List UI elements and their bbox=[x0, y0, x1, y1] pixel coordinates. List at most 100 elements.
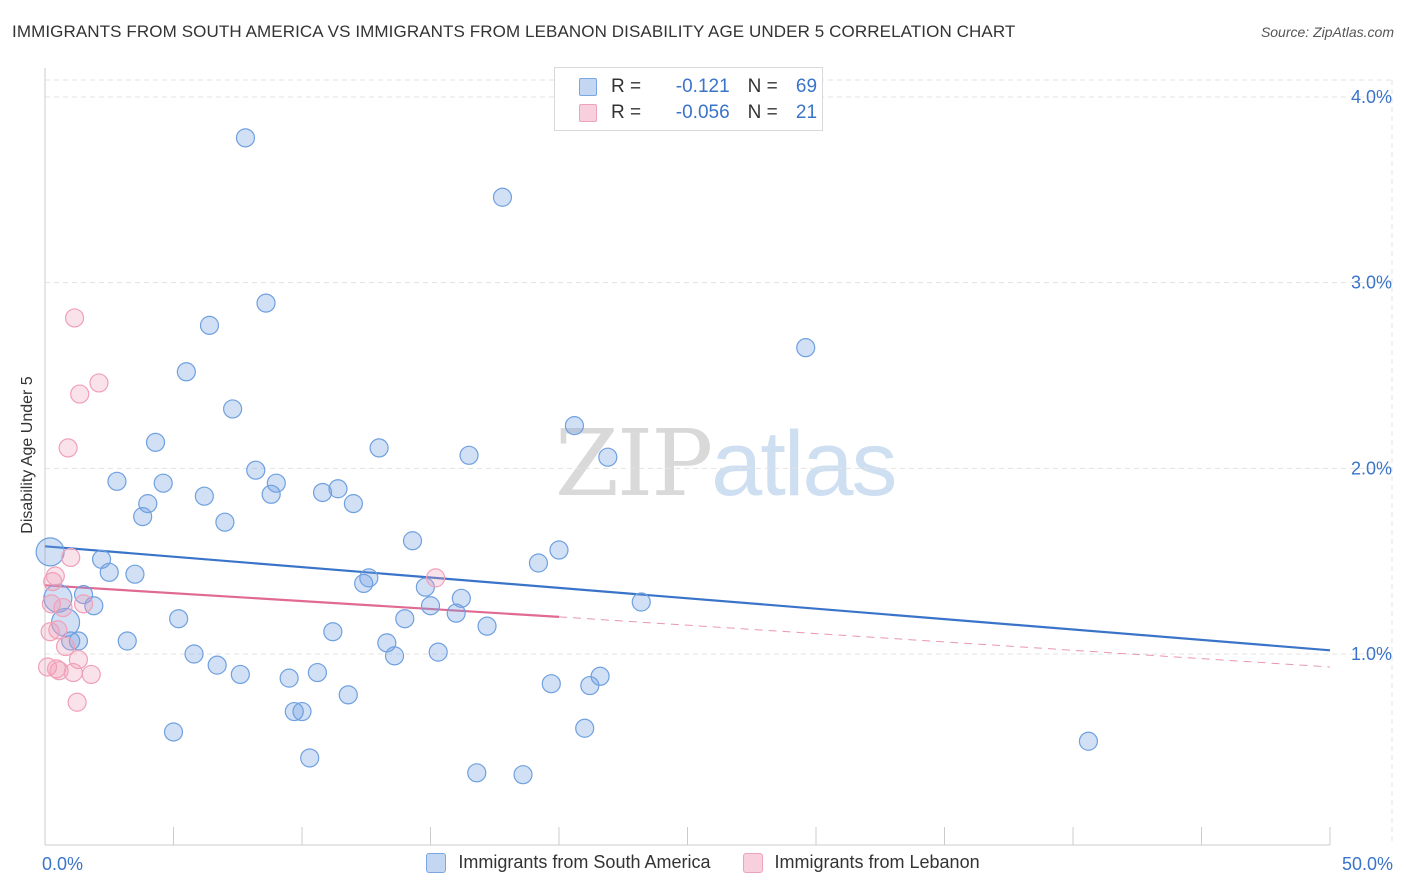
point-south-america bbox=[194, 486, 214, 506]
trend-line-south-america bbox=[44, 545, 1331, 652]
point-south-america bbox=[35, 537, 65, 567]
point-lebanon bbox=[58, 438, 78, 458]
point-south-america bbox=[300, 748, 320, 768]
point-south-america bbox=[369, 438, 389, 458]
point-south-america bbox=[420, 596, 441, 616]
point-south-america bbox=[312, 482, 333, 503]
point-south-america bbox=[477, 616, 497, 636]
point-south-america bbox=[215, 512, 235, 532]
point-south-america bbox=[125, 564, 145, 584]
source-credit: Source: ZipAtlas.com bbox=[1260, 24, 1394, 40]
legend-row-south-america: R = -0.121 N = 69 bbox=[579, 75, 817, 99]
point-south-america bbox=[1078, 731, 1099, 751]
point-south-america bbox=[223, 399, 243, 419]
point-south-america bbox=[61, 631, 81, 651]
point-south-america bbox=[338, 685, 358, 705]
legend-n-key: N = bbox=[747, 76, 784, 97]
point-south-america bbox=[492, 187, 513, 207]
point-south-america bbox=[235, 128, 256, 148]
point-south-america bbox=[153, 473, 173, 493]
point-south-america bbox=[467, 763, 487, 783]
point-lebanon bbox=[64, 308, 85, 328]
point-south-america bbox=[343, 494, 363, 514]
point-south-america bbox=[590, 666, 610, 686]
legend-n-key: N = bbox=[747, 102, 784, 123]
point-lebanon bbox=[40, 622, 60, 642]
point-south-america bbox=[541, 674, 561, 694]
chart-title: IMMIGRANTS FROM SOUTH AMERICA VS IMMIGRA… bbox=[12, 22, 1016, 41]
watermark-zip: ZIP bbox=[555, 410, 713, 517]
tick-labels: 1.0% 2.0% 3.0% 4.0% 0.0% 50.0% bbox=[42, 87, 1393, 874]
point-south-america bbox=[359, 568, 379, 588]
point-south-america bbox=[184, 644, 204, 664]
point-south-america bbox=[107, 471, 127, 491]
point-lebanon bbox=[70, 384, 90, 404]
point-south-america bbox=[796, 338, 816, 358]
y-tick-label: 4.0% bbox=[1351, 87, 1392, 107]
y-tick-label: 1.0% bbox=[1351, 644, 1392, 664]
point-south-america bbox=[428, 642, 448, 662]
point-south-america bbox=[307, 662, 328, 683]
point-south-america bbox=[199, 315, 220, 335]
point-south-america bbox=[266, 473, 286, 493]
legend-swatch-pink bbox=[742, 852, 763, 873]
x-tick-label: 0.0% bbox=[42, 854, 83, 874]
grid-lines bbox=[45, 79, 1393, 845]
legend-row-lebanon: R = -0.056 N = 21 bbox=[579, 101, 817, 125]
legend-r-value-lebanon: -0.056 bbox=[675, 102, 730, 123]
point-south-america bbox=[395, 609, 415, 629]
point-south-america bbox=[384, 646, 405, 666]
point-south-america bbox=[451, 588, 471, 608]
watermark: ZIPatlas bbox=[555, 410, 898, 517]
point-south-america bbox=[117, 631, 137, 651]
point-south-america bbox=[328, 479, 348, 499]
point-south-america bbox=[246, 460, 266, 480]
point-lebanon bbox=[41, 594, 62, 614]
point-south-america bbox=[279, 668, 299, 688]
trend-lines bbox=[44, 545, 1331, 668]
trend-line-lebanon bbox=[44, 584, 560, 618]
point-south-america bbox=[323, 622, 343, 642]
stats-legend: R = -0.121 N = 69 R = -0.056 N = 21 bbox=[554, 67, 823, 131]
point-south-america bbox=[402, 531, 423, 551]
point-south-america bbox=[261, 484, 281, 504]
point-lebanon bbox=[45, 566, 65, 586]
point-south-america bbox=[169, 609, 189, 629]
point-lebanon bbox=[89, 373, 109, 393]
point-south-america bbox=[598, 447, 618, 467]
point-lebanon bbox=[48, 620, 68, 640]
data-points bbox=[35, 128, 1099, 785]
legend-n-value-lebanon: 21 bbox=[795, 102, 818, 123]
point-south-america bbox=[176, 362, 196, 382]
point-lebanon bbox=[61, 547, 81, 568]
legend-r-value-south-america: -0.121 bbox=[675, 76, 730, 97]
trend-extension-lebanon bbox=[558, 616, 1331, 668]
point-lebanon bbox=[73, 594, 94, 614]
point-south-america bbox=[354, 573, 374, 594]
point-south-america bbox=[284, 701, 304, 722]
legend-swatch-blue bbox=[426, 852, 447, 873]
point-lebanon bbox=[49, 661, 69, 681]
point-south-america bbox=[549, 540, 569, 560]
y-tick-label: 2.0% bbox=[1351, 458, 1392, 478]
point-south-america bbox=[145, 432, 166, 452]
point-south-america bbox=[513, 765, 533, 785]
point-lebanon bbox=[55, 636, 76, 657]
point-lebanon bbox=[53, 597, 73, 618]
legend-n-value-south-america: 69 bbox=[795, 76, 818, 97]
point-lebanon bbox=[67, 692, 87, 712]
point-south-america bbox=[138, 494, 158, 514]
point-south-america bbox=[207, 655, 227, 675]
point-south-america bbox=[528, 553, 549, 573]
y-tick-label: 3.0% bbox=[1351, 273, 1392, 293]
legend-item-lebanon: Immigrants from Lebanon bbox=[742, 852, 980, 873]
series-legend: Immigrants from South America Immigrants… bbox=[0, 852, 1406, 873]
point-lebanon bbox=[81, 664, 101, 685]
legend-label-south-america: Immigrants from South America bbox=[458, 852, 711, 872]
point-south-america bbox=[163, 722, 184, 742]
legend-swatch-pink bbox=[579, 104, 597, 122]
watermark-atlas: atlas bbox=[711, 413, 897, 515]
point-south-america bbox=[575, 718, 595, 738]
point-south-america bbox=[230, 664, 250, 685]
